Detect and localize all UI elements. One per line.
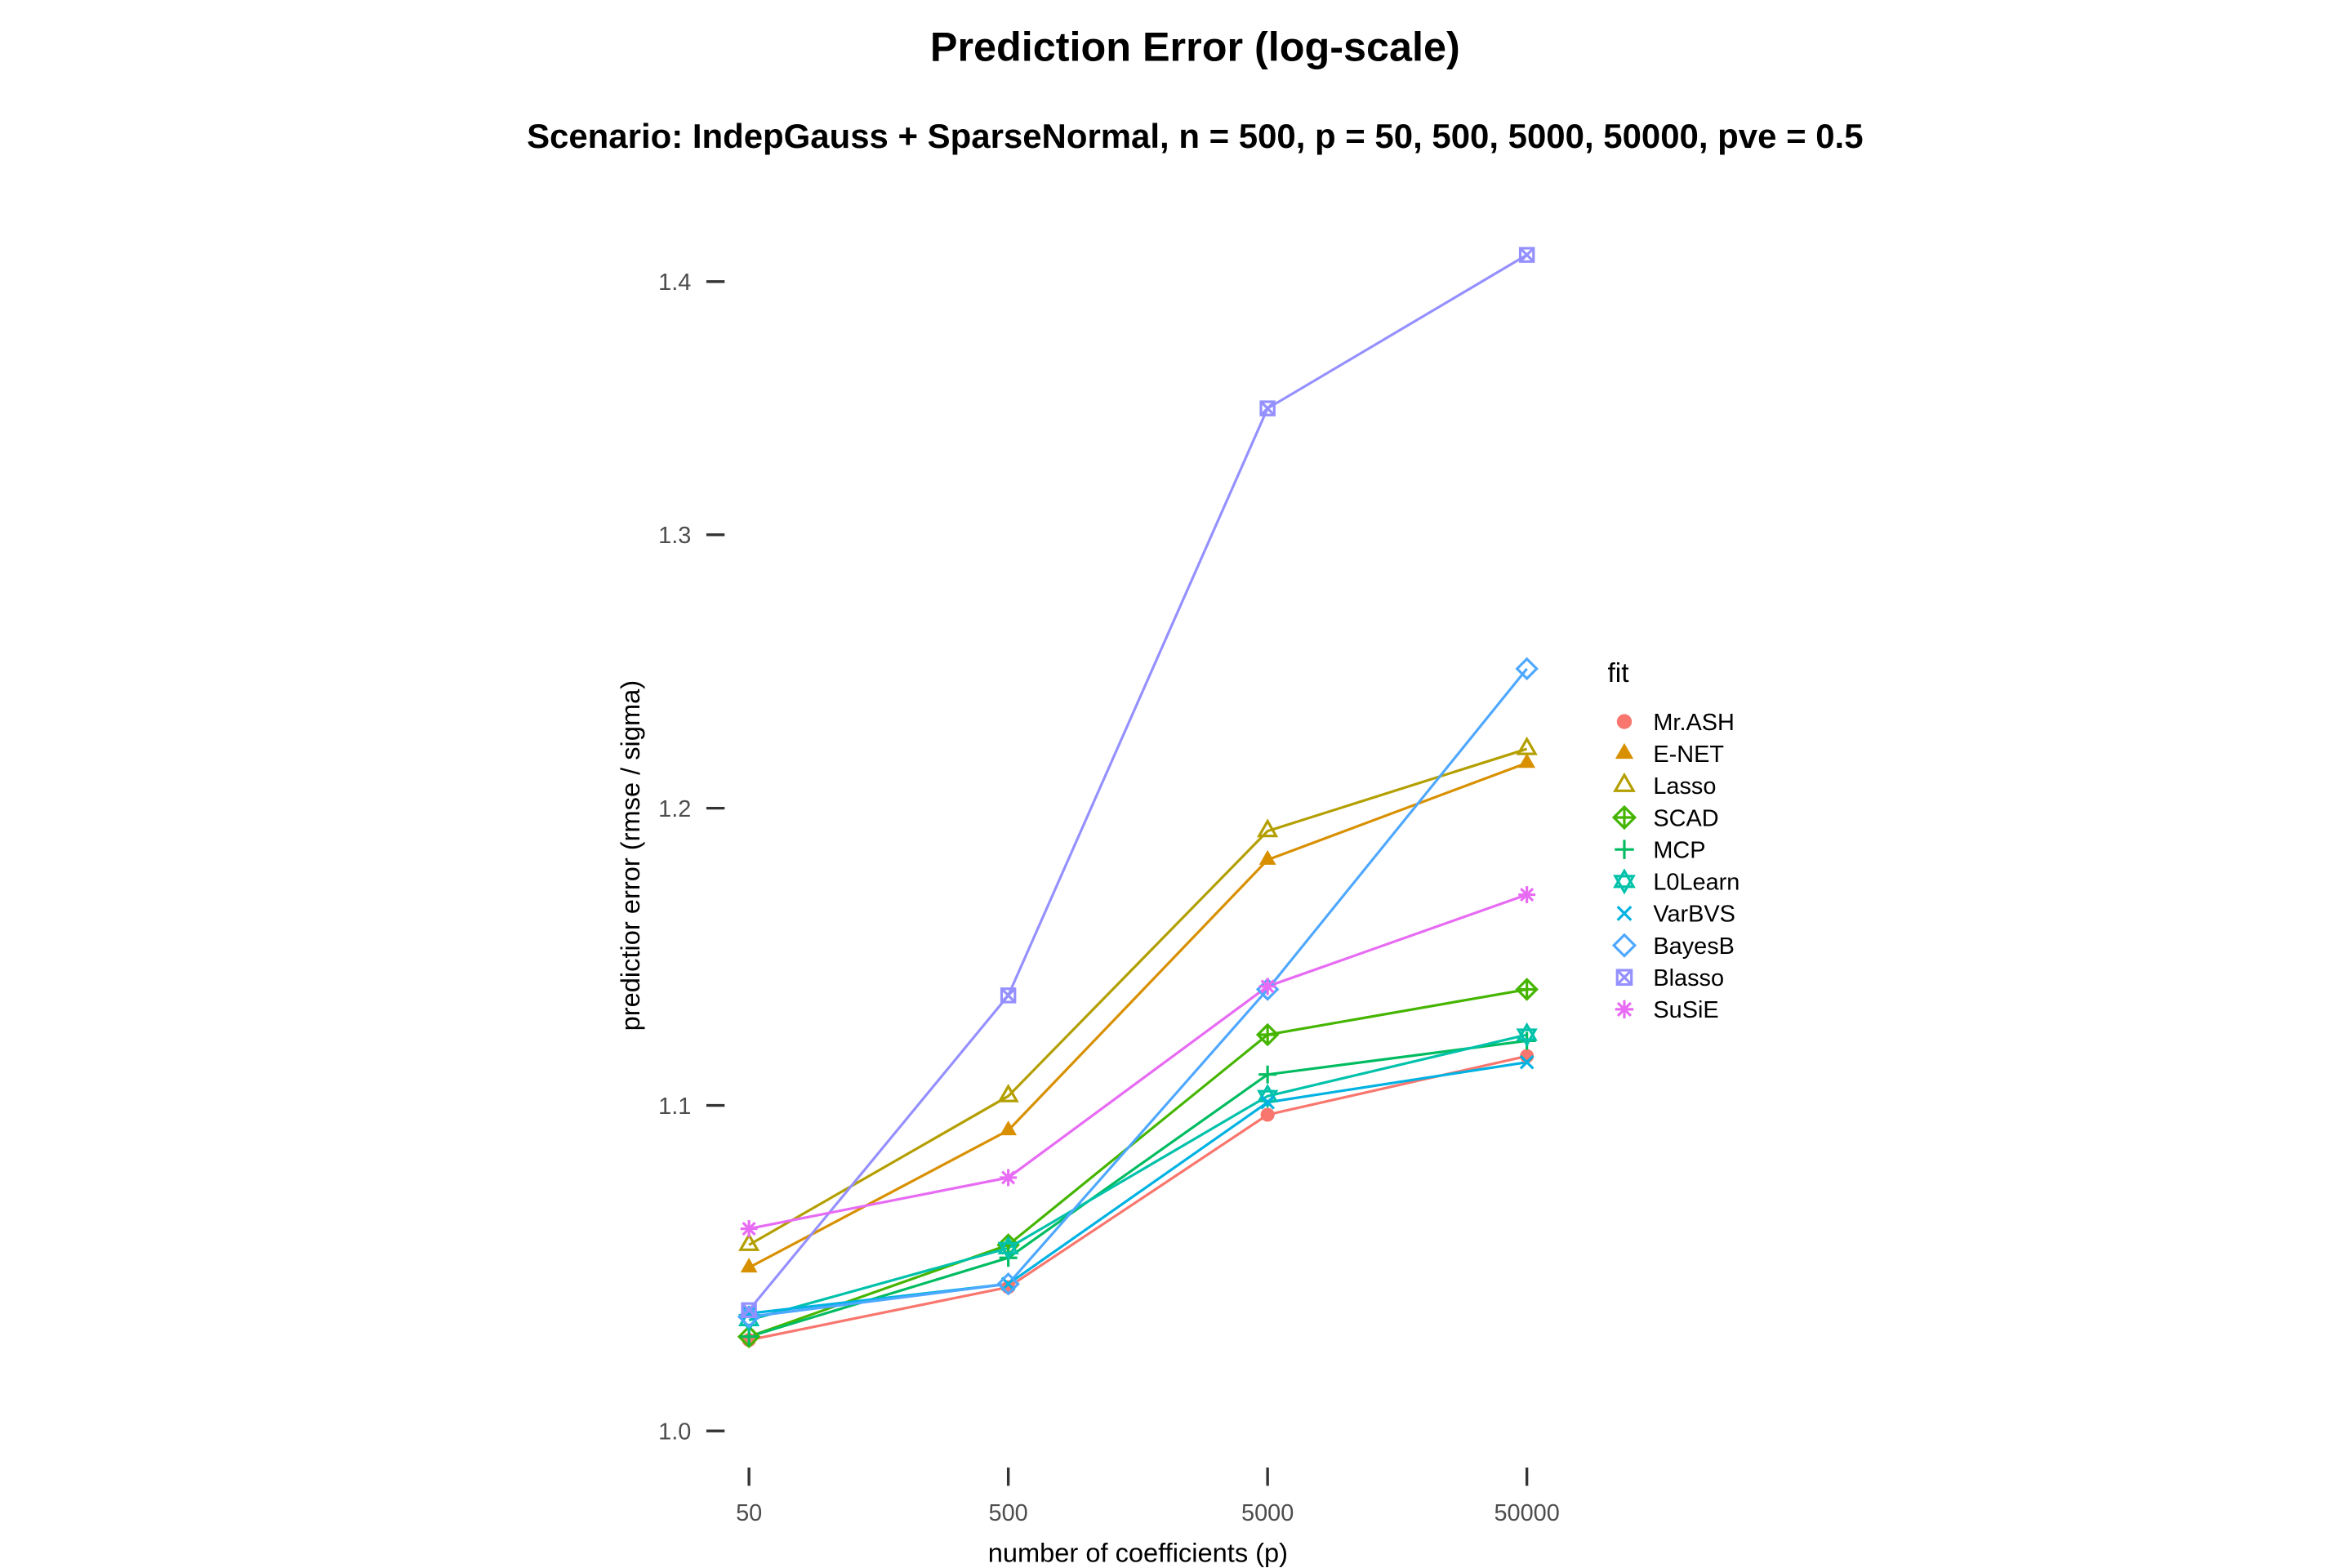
legend-item-scad: SCAD	[1611, 804, 1719, 831]
legend-marker	[1615, 1000, 1634, 1019]
series-line	[748, 1054, 1528, 1342]
x-tick-label: 50000	[1494, 1500, 1560, 1526]
legend-item-varbvs: VarBVS	[1616, 902, 1735, 928]
x-axis-title: number of coefficients (p)	[988, 1538, 1288, 1568]
data-point-marker	[996, 1272, 1020, 1296]
legend-marker	[1613, 772, 1636, 792]
chart-subtitle: Scenario: IndepGauss + SparseNormal, n =…	[527, 117, 1863, 155]
x-tick-label: 50	[736, 1500, 762, 1526]
data-point-marker	[1255, 1022, 1280, 1047]
series-points-lasso	[737, 736, 1538, 1251]
series-line	[747, 253, 1528, 1312]
data-point-marker	[1258, 849, 1276, 865]
legend-marker	[1611, 933, 1637, 958]
data-point-marker	[997, 1236, 1019, 1261]
y-tick-label: 1.0	[658, 1419, 691, 1445]
legend-marker	[1616, 714, 1633, 729]
y-tick-label: 1.1	[658, 1094, 691, 1120]
series-points-susie	[740, 886, 1536, 1238]
data-point-marker	[1515, 978, 1539, 1001]
legend-item-mcp: MCP	[1615, 837, 1706, 863]
legend-marker	[1613, 868, 1636, 895]
data-point-marker	[1519, 1054, 1535, 1070]
legend-item-blasso: Blasso	[1615, 965, 1724, 991]
series-line	[748, 1061, 1527, 1315]
chart-title: Prediction Error (log-scale)	[930, 24, 1460, 70]
x-tick-label: 5000	[1241, 1500, 1294, 1526]
legend-label: SCAD	[1653, 805, 1718, 831]
series-mcp	[748, 1039, 1527, 1339]
legend-label: L0Learn	[1653, 870, 1740, 896]
data-point-marker	[737, 1232, 760, 1251]
legend-item-lasso: Lasso	[1613, 772, 1716, 800]
data-point-marker	[1518, 247, 1535, 263]
legend-item-susie: SuSiE	[1615, 997, 1719, 1023]
legend-item-bayesb: BayesB	[1611, 933, 1735, 960]
data-point-marker	[1000, 1120, 1018, 1136]
legend-marker	[1615, 840, 1634, 859]
series-bayesb	[748, 667, 1528, 1318]
data-point-marker	[1516, 736, 1538, 755]
data-point-marker	[1257, 818, 1279, 838]
legend-label: E-NET	[1653, 742, 1724, 768]
data-point-marker	[1516, 1022, 1538, 1048]
legend-title: fit	[1607, 658, 1629, 688]
series-susie	[748, 893, 1528, 1231]
series-line	[748, 987, 1527, 1339]
series-l0learn	[748, 1033, 1528, 1321]
x-tick-label: 500	[989, 1500, 1028, 1526]
series-varbvs	[748, 1061, 1527, 1315]
data-point-marker	[1258, 978, 1276, 996]
series-line	[748, 1039, 1527, 1339]
data-point-marker	[741, 1302, 757, 1319]
legend-item-l0learn: L0Learn	[1613, 868, 1740, 896]
series-line	[748, 761, 1528, 1269]
legend-label: Lasso	[1653, 773, 1716, 800]
legend-marker	[1615, 969, 1633, 987]
series-line	[748, 747, 1528, 1246]
series-mr-ash	[748, 1054, 1528, 1342]
series-points-e-net	[740, 753, 1536, 1273]
y-tick-label: 1.4	[658, 270, 691, 296]
data-point-marker	[1259, 400, 1276, 416]
series-line	[748, 893, 1528, 1231]
series-line	[748, 1033, 1528, 1321]
y-axis-title: predictior error (rmse / sigma)	[615, 680, 645, 1031]
data-point-marker	[1518, 886, 1536, 903]
data-point-marker	[1518, 753, 1536, 768]
data-point-marker	[740, 1258, 758, 1273]
data-point-marker	[740, 1220, 758, 1238]
series-scad	[748, 987, 1527, 1339]
y-tick-label: 1.2	[658, 796, 691, 822]
legend: fit Mr.ASH E-NET Lasso SCAD MCP L0Learn VarBVS B…	[1607, 658, 1740, 1023]
data-point-marker	[1000, 987, 1017, 1004]
data-point-marker	[1258, 1065, 1277, 1084]
legend-marker	[1615, 742, 1634, 760]
legend-marker	[1616, 906, 1633, 921]
legend-item-mr-ash: Mr.ASH	[1616, 710, 1735, 736]
legend-label: BayesB	[1653, 933, 1735, 960]
data-point-marker	[1260, 1094, 1275, 1110]
data-point-marker	[1515, 657, 1539, 681]
data-point-marker	[1000, 1169, 1018, 1187]
legend-label: Mr.ASH	[1653, 710, 1734, 736]
legend-item-e-net: E-NET	[1615, 742, 1724, 768]
series-blasso	[747, 253, 1528, 1312]
legend-marker	[1611, 804, 1637, 831]
data-point-marker	[997, 1084, 1019, 1102]
series-lasso	[748, 747, 1528, 1246]
legend-label: MCP	[1653, 837, 1705, 863]
series-e-net	[748, 761, 1528, 1269]
series-line	[748, 667, 1528, 1318]
legend-label: Blasso	[1653, 965, 1724, 991]
data-point-marker	[1260, 1107, 1275, 1122]
legend-label: SuSiE	[1653, 997, 1718, 1023]
series-points-blasso	[741, 247, 1535, 1319]
y-tick-label: 1.3	[658, 523, 691, 549]
legend-label: VarBVS	[1653, 902, 1735, 928]
